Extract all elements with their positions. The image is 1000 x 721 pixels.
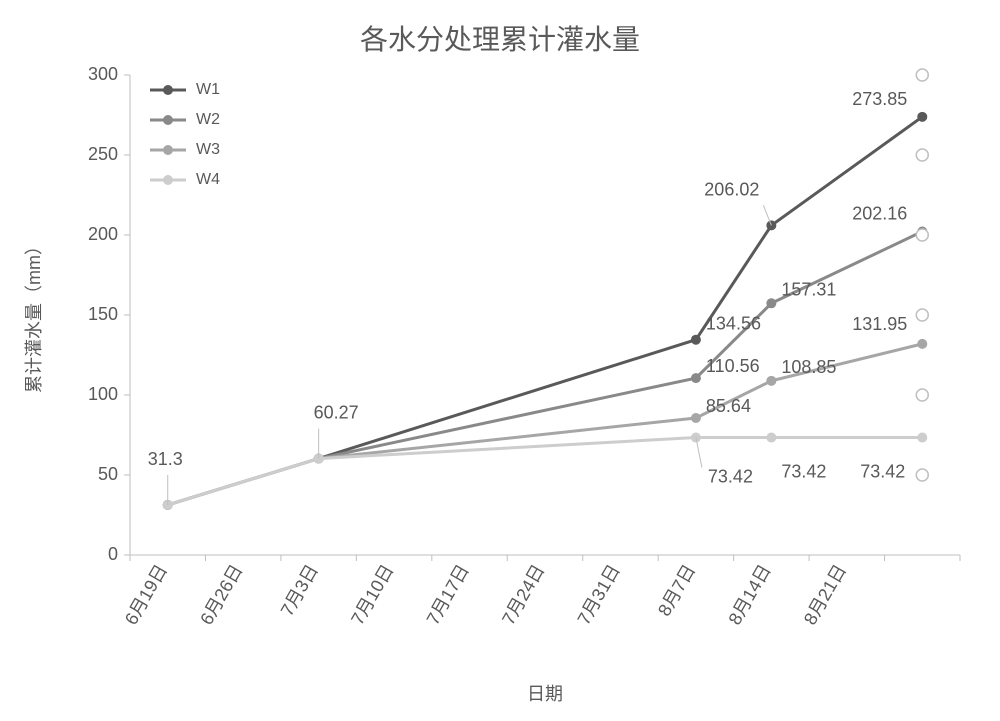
data-label: 206.02 [704,179,759,199]
y-tick-label: 100 [88,384,118,404]
y-tick-label: 200 [88,224,118,244]
chart-title: 各水分处理累计灌水量 [0,18,1000,58]
leader-line [696,438,702,468]
open-marker [916,309,928,321]
x-tick-label: 7月31日 [574,561,624,628]
open-marker [916,69,928,81]
x-axis-title: 日期 [527,684,563,704]
x-tick-label: 7月3日 [277,561,322,620]
x-tick-label: 8月7日 [654,561,699,620]
series-marker-W3 [691,413,701,423]
series-marker-W1 [917,112,927,122]
x-tick-label: 6月19日 [121,561,171,628]
data-label: 108.85 [781,357,836,377]
legend-label-W2: W2 [196,111,220,128]
data-label: 131.95 [852,314,907,334]
series-marker-W4 [766,433,776,443]
series-marker-W1 [691,335,701,345]
series-marker-W2 [766,298,776,308]
line-chart: 各水分处理累计灌水量 0 50 100 150 200 250 300 6月19日 6月26日 7… [0,0,1000,721]
series-marker-W3 [766,376,776,386]
x-tick-label: 8月14日 [724,561,774,628]
data-label: 202.16 [852,204,907,224]
data-label: 110.56 [706,356,760,376]
y-tick-label: 300 [88,64,118,84]
legend-label-W1: W1 [196,81,220,98]
legend-label-W3: W3 [196,141,220,158]
data-label: 273.85 [852,89,907,109]
x-tick-label: 7月10日 [347,561,397,628]
legend-marker-W4 [163,175,173,185]
series-marker-W3 [917,339,927,349]
y-tick-label: 0 [108,544,118,564]
legend-label-W4: W4 [196,171,220,188]
x-tick-label: 7月24日 [498,561,548,628]
x-tick-label: 6月26日 [196,561,246,628]
y-axis-title: 累计灌水量（mm） [24,237,44,393]
open-marker [916,389,928,401]
legend-marker-W1 [163,85,173,95]
x-tick-label: 7月17日 [423,561,473,628]
y-tick-label: 50 [98,464,118,484]
data-label: 73.42 [708,467,753,487]
data-label: 157.31 [781,279,836,299]
chart-canvas: 0 50 100 150 200 250 300 6月19日 6月26日 7月3日 7月10日 7月1… [0,0,1000,721]
legend-marker-W3 [163,145,173,155]
y-tick-label: 250 [88,144,118,164]
legend-marker-W2 [163,115,173,125]
data-label: 31.3 [148,449,183,469]
open-marker [916,469,928,481]
data-label: 73.42 [860,462,905,482]
series-marker-W4 [917,433,927,443]
data-label: 85.64 [706,396,751,416]
open-marker [916,149,928,161]
data-label: 134.56 [706,314,761,334]
series-marker-W2 [691,373,701,383]
y-tick-label: 150 [88,304,118,324]
data-label: 73.42 [781,462,826,482]
x-tick-label: 8月21日 [800,561,850,628]
open-marker [916,229,928,241]
data-label: 60.27 [314,403,359,423]
